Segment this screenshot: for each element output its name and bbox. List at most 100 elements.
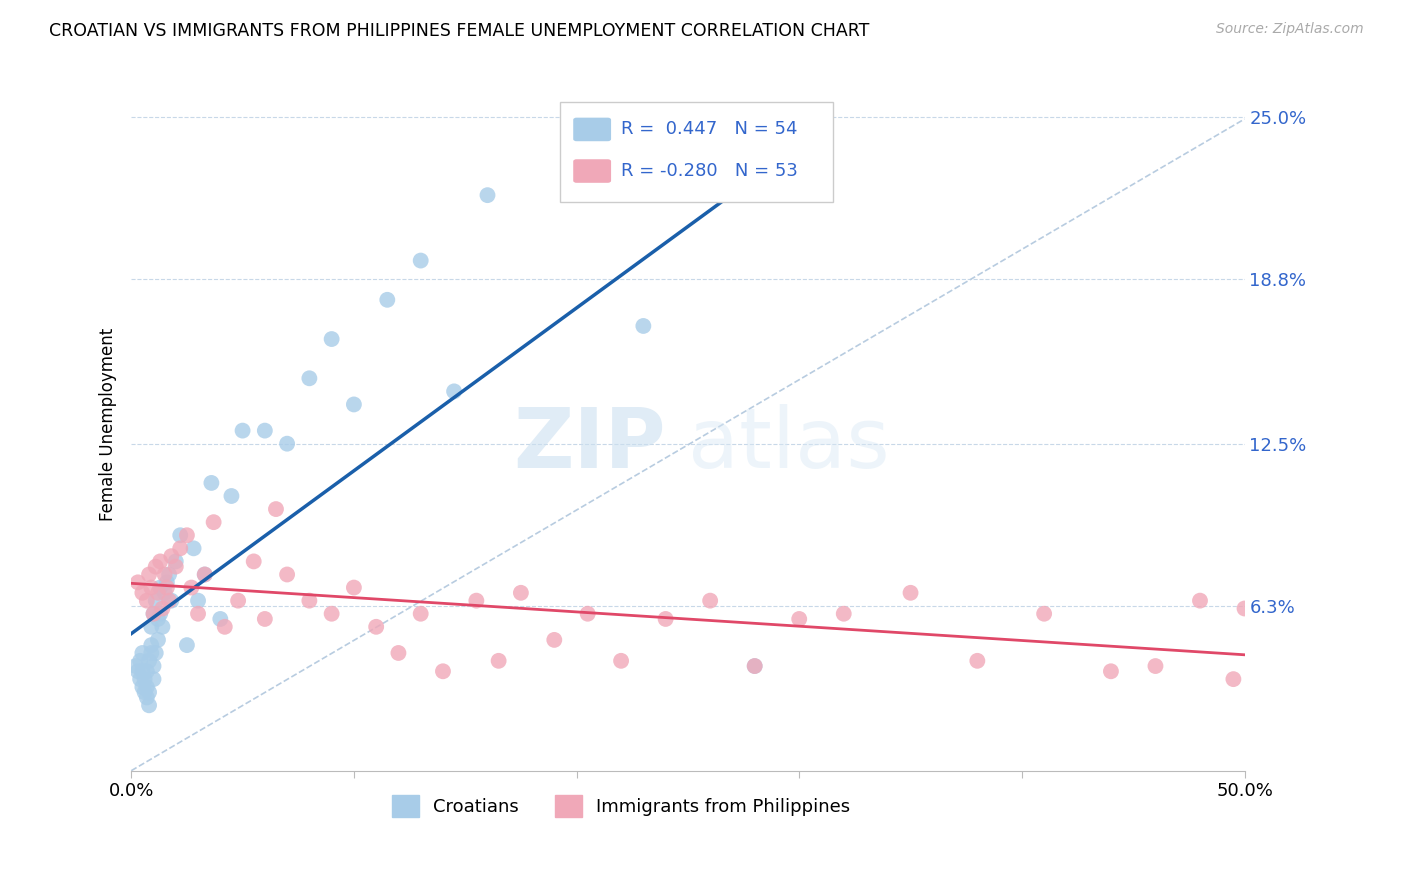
Point bbox=[165, 559, 187, 574]
Point bbox=[1233, 601, 1256, 615]
Text: R = -0.280   N = 53: R = -0.280 N = 53 bbox=[621, 162, 799, 180]
Point bbox=[744, 659, 766, 673]
Text: Source: ZipAtlas.com: Source: ZipAtlas.com bbox=[1216, 22, 1364, 37]
Point bbox=[1033, 607, 1056, 621]
Text: ZIP: ZIP bbox=[513, 404, 665, 485]
Point bbox=[169, 528, 191, 542]
Point bbox=[131, 586, 153, 600]
Point bbox=[131, 680, 153, 694]
Point bbox=[169, 541, 191, 556]
Point bbox=[141, 581, 163, 595]
Point bbox=[232, 424, 254, 438]
Point bbox=[176, 638, 198, 652]
Point bbox=[543, 632, 565, 647]
Point bbox=[900, 586, 922, 600]
Point bbox=[565, 115, 588, 129]
Point bbox=[142, 672, 165, 686]
Text: atlas: atlas bbox=[688, 404, 890, 485]
Point bbox=[135, 680, 157, 694]
Point bbox=[145, 559, 167, 574]
Point bbox=[610, 654, 633, 668]
Point bbox=[127, 665, 149, 679]
Point bbox=[477, 188, 499, 202]
Point bbox=[654, 612, 676, 626]
Point bbox=[156, 581, 179, 595]
Point bbox=[149, 607, 172, 621]
Point bbox=[157, 567, 180, 582]
Point bbox=[699, 593, 721, 607]
Point bbox=[142, 659, 165, 673]
Point bbox=[141, 646, 163, 660]
Point bbox=[135, 665, 157, 679]
Point bbox=[131, 646, 153, 660]
Point bbox=[127, 575, 149, 590]
Point bbox=[187, 593, 209, 607]
Point bbox=[276, 436, 298, 450]
Point bbox=[134, 685, 156, 699]
Point bbox=[176, 528, 198, 542]
Point bbox=[145, 593, 167, 607]
Point bbox=[298, 593, 321, 607]
Point bbox=[145, 646, 167, 660]
FancyBboxPatch shape bbox=[560, 102, 832, 202]
Point bbox=[221, 489, 243, 503]
Point bbox=[135, 690, 157, 705]
Point bbox=[141, 620, 163, 634]
Point bbox=[253, 612, 276, 626]
Point bbox=[153, 567, 176, 582]
Point bbox=[226, 593, 249, 607]
Point bbox=[129, 654, 152, 668]
Point bbox=[488, 654, 510, 668]
Point bbox=[321, 607, 343, 621]
Point bbox=[409, 253, 432, 268]
Point bbox=[209, 612, 232, 626]
Point bbox=[146, 632, 169, 647]
Point bbox=[165, 554, 187, 568]
Point bbox=[142, 607, 165, 621]
Point bbox=[157, 593, 180, 607]
Point bbox=[1188, 593, 1211, 607]
Point bbox=[443, 384, 465, 399]
Point bbox=[149, 554, 172, 568]
Point bbox=[180, 581, 202, 595]
Point bbox=[366, 620, 388, 634]
Point bbox=[509, 586, 531, 600]
Point bbox=[276, 567, 298, 582]
Point bbox=[131, 665, 153, 679]
Point bbox=[1099, 665, 1122, 679]
FancyBboxPatch shape bbox=[574, 160, 612, 183]
Point bbox=[966, 654, 988, 668]
Point bbox=[409, 607, 432, 621]
Text: CROATIAN VS IMMIGRANTS FROM PHILIPPINES FEMALE UNEMPLOYMENT CORRELATION CHART: CROATIAN VS IMMIGRANTS FROM PHILIPPINES … bbox=[49, 22, 869, 40]
Point bbox=[242, 554, 264, 568]
Point bbox=[744, 659, 766, 673]
Point bbox=[200, 475, 222, 490]
Point bbox=[134, 672, 156, 686]
Point bbox=[160, 549, 183, 564]
Point bbox=[343, 397, 366, 411]
Point bbox=[343, 581, 366, 595]
Point bbox=[202, 515, 225, 529]
Point bbox=[149, 581, 172, 595]
Point bbox=[138, 567, 160, 582]
Legend: Croatians, Immigrants from Philippines: Croatians, Immigrants from Philippines bbox=[384, 788, 858, 824]
Point bbox=[152, 620, 174, 634]
Point bbox=[432, 665, 454, 679]
Point bbox=[138, 685, 160, 699]
Point bbox=[146, 612, 169, 626]
Point bbox=[141, 638, 163, 652]
Point bbox=[832, 607, 855, 621]
Point bbox=[214, 620, 236, 634]
Point bbox=[138, 654, 160, 668]
Point bbox=[142, 607, 165, 621]
Point bbox=[153, 586, 176, 600]
Point bbox=[1144, 659, 1167, 673]
Point bbox=[298, 371, 321, 385]
Point bbox=[152, 601, 174, 615]
Point bbox=[375, 293, 398, 307]
Point bbox=[187, 607, 209, 621]
Text: R =  0.447   N = 54: R = 0.447 N = 54 bbox=[621, 120, 797, 138]
Point bbox=[787, 612, 810, 626]
FancyBboxPatch shape bbox=[574, 118, 612, 141]
Point bbox=[146, 586, 169, 600]
